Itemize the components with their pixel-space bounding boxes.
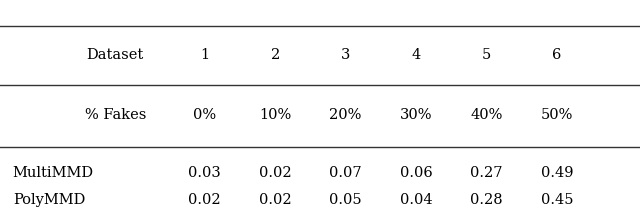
Text: 0.27: 0.27 — [470, 166, 502, 180]
Text: 0.28: 0.28 — [470, 193, 502, 207]
Text: 4: 4 — [412, 48, 420, 62]
Text: 0%: 0% — [193, 108, 216, 122]
Text: 0.02: 0.02 — [259, 193, 291, 207]
Text: PolyMMD: PolyMMD — [13, 193, 85, 207]
Text: 3: 3 — [341, 48, 350, 62]
Text: MultiMMD: MultiMMD — [13, 166, 94, 180]
Text: 2: 2 — [271, 48, 280, 62]
Text: 20%: 20% — [330, 108, 362, 122]
Text: 1: 1 — [200, 48, 209, 62]
Text: 0.02: 0.02 — [259, 166, 291, 180]
Text: 40%: 40% — [470, 108, 502, 122]
Text: 0.45: 0.45 — [541, 193, 573, 207]
Text: 0.03: 0.03 — [188, 166, 221, 180]
Text: 0.07: 0.07 — [330, 166, 362, 180]
Text: Dataset: Dataset — [86, 48, 144, 62]
Text: 6: 6 — [552, 48, 561, 62]
Text: 50%: 50% — [541, 108, 573, 122]
Text: 0.06: 0.06 — [399, 166, 433, 180]
Text: 10%: 10% — [259, 108, 291, 122]
Text: 30%: 30% — [400, 108, 432, 122]
Text: 5: 5 — [482, 48, 491, 62]
Text: 0.05: 0.05 — [330, 193, 362, 207]
Text: % Fakes: % Fakes — [84, 108, 146, 122]
Text: 0.04: 0.04 — [400, 193, 432, 207]
Text: 0.49: 0.49 — [541, 166, 573, 180]
Text: 0.02: 0.02 — [189, 193, 221, 207]
